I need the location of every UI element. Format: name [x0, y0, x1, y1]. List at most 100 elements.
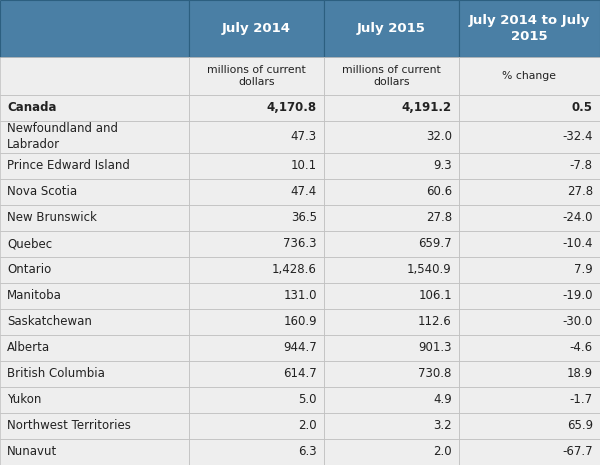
Bar — [0, 0, 189, 57]
Bar — [459, 335, 600, 361]
Bar — [0, 283, 189, 309]
Text: 1,540.9: 1,540.9 — [407, 263, 452, 276]
Text: 36.5: 36.5 — [291, 211, 317, 224]
Text: July 2015: July 2015 — [357, 22, 426, 35]
Bar — [324, 205, 459, 231]
Text: 659.7: 659.7 — [418, 237, 452, 250]
Bar — [324, 283, 459, 309]
Text: 131.0: 131.0 — [283, 289, 317, 302]
Bar — [0, 94, 189, 120]
Text: 7.9: 7.9 — [574, 263, 593, 276]
Bar — [459, 257, 600, 283]
Bar — [189, 120, 324, 153]
Text: -67.7: -67.7 — [562, 445, 593, 458]
Bar — [0, 231, 189, 257]
Bar — [459, 205, 600, 231]
Bar — [324, 179, 459, 205]
Bar — [459, 153, 600, 179]
Bar — [459, 309, 600, 335]
Bar — [189, 283, 324, 309]
Text: 47.3: 47.3 — [290, 130, 317, 143]
Text: 3.2: 3.2 — [433, 419, 452, 432]
Text: 4,191.2: 4,191.2 — [401, 101, 452, 114]
Text: -32.4: -32.4 — [562, 130, 593, 143]
Bar — [0, 309, 189, 335]
Bar — [0, 153, 189, 179]
Text: 9.3: 9.3 — [433, 159, 452, 173]
Text: 32.0: 32.0 — [426, 130, 452, 143]
Text: 112.6: 112.6 — [418, 315, 452, 328]
Text: 18.9: 18.9 — [566, 367, 593, 380]
Text: 730.8: 730.8 — [418, 367, 452, 380]
Text: 0.5: 0.5 — [572, 101, 593, 114]
Text: -1.7: -1.7 — [569, 393, 593, 406]
Bar — [324, 57, 459, 94]
Text: -24.0: -24.0 — [562, 211, 593, 224]
Bar — [189, 179, 324, 205]
Bar — [0, 120, 189, 153]
Bar — [324, 309, 459, 335]
Bar — [459, 231, 600, 257]
Bar — [189, 387, 324, 413]
Bar — [459, 283, 600, 309]
Text: Yukon: Yukon — [7, 393, 41, 406]
Text: Newfoundland and
Labrador: Newfoundland and Labrador — [7, 122, 118, 151]
Text: 27.8: 27.8 — [566, 186, 593, 198]
Text: 5.0: 5.0 — [298, 393, 317, 406]
Text: 106.1: 106.1 — [418, 289, 452, 302]
Bar — [459, 179, 600, 205]
Bar — [324, 413, 459, 439]
Bar — [324, 439, 459, 465]
Bar — [324, 0, 459, 57]
Bar — [324, 120, 459, 153]
Bar — [0, 179, 189, 205]
Text: Nova Scotia: Nova Scotia — [7, 186, 77, 198]
Text: 10.1: 10.1 — [290, 159, 317, 173]
Bar — [324, 257, 459, 283]
Bar — [324, 231, 459, 257]
Text: % change: % change — [503, 71, 557, 81]
Text: Saskatchewan: Saskatchewan — [7, 315, 92, 328]
Text: Manitoba: Manitoba — [7, 289, 62, 302]
Text: 4.9: 4.9 — [433, 393, 452, 406]
Text: 944.7: 944.7 — [283, 341, 317, 354]
Bar — [189, 205, 324, 231]
Text: Quebec: Quebec — [7, 237, 52, 250]
Bar — [189, 57, 324, 94]
Bar — [189, 94, 324, 120]
Bar — [0, 361, 189, 387]
Bar — [0, 335, 189, 361]
Text: -10.4: -10.4 — [562, 237, 593, 250]
Text: 160.9: 160.9 — [283, 315, 317, 328]
Bar — [324, 361, 459, 387]
Bar — [324, 94, 459, 120]
Text: 6.3: 6.3 — [298, 445, 317, 458]
Text: -7.8: -7.8 — [570, 159, 593, 173]
Text: millions of current
dollars: millions of current dollars — [207, 65, 306, 86]
Bar — [0, 257, 189, 283]
Text: Canada: Canada — [7, 101, 57, 114]
Bar — [189, 0, 324, 57]
Text: 1,428.6: 1,428.6 — [272, 263, 317, 276]
Text: Ontario: Ontario — [7, 263, 52, 276]
Bar — [189, 153, 324, 179]
Bar — [0, 413, 189, 439]
Text: Nunavut: Nunavut — [7, 445, 58, 458]
Bar — [459, 120, 600, 153]
Text: -4.6: -4.6 — [569, 341, 593, 354]
Text: Prince Edward Island: Prince Edward Island — [7, 159, 130, 173]
Bar — [189, 361, 324, 387]
Text: Northwest Territories: Northwest Territories — [7, 419, 131, 432]
Bar — [459, 439, 600, 465]
Text: 2.0: 2.0 — [298, 419, 317, 432]
Bar — [459, 0, 600, 57]
Bar — [459, 413, 600, 439]
Bar — [459, 387, 600, 413]
Text: millions of current
dollars: millions of current dollars — [342, 65, 441, 86]
Bar — [189, 335, 324, 361]
Bar — [189, 413, 324, 439]
Text: 614.7: 614.7 — [283, 367, 317, 380]
Text: -19.0: -19.0 — [562, 289, 593, 302]
Bar — [0, 205, 189, 231]
Bar — [0, 387, 189, 413]
